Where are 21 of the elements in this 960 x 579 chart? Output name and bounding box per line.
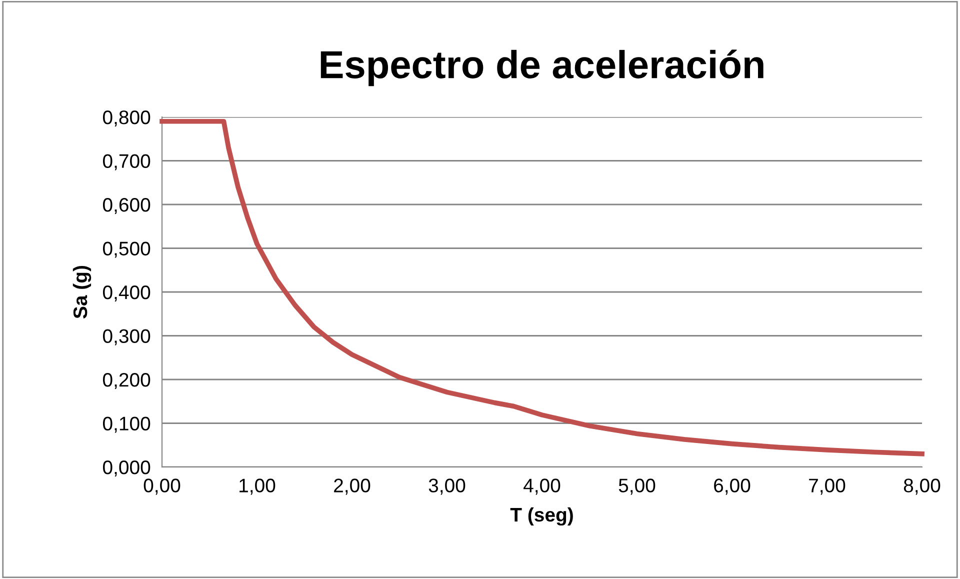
y-tick-label: 0,300 xyxy=(102,329,150,346)
y-axis-title: Sa (g) xyxy=(72,266,92,318)
x-tick-label: 5,00 xyxy=(618,478,656,495)
y-tick-label: 0,400 xyxy=(102,285,150,302)
x-tick-label: 4,00 xyxy=(524,478,560,495)
x-tick-label: 3,00 xyxy=(428,478,466,495)
y-tick-label: 0,600 xyxy=(102,198,150,214)
y-tick-label: 0,700 xyxy=(102,154,150,170)
y-tick-label: 0,500 xyxy=(102,242,150,258)
x-tick-label: 8,00 xyxy=(904,478,940,495)
x-tick-label: 6,00 xyxy=(714,478,750,495)
x-tick-label: 7,00 xyxy=(809,478,846,495)
y-tick-label: 0,000 xyxy=(102,460,150,477)
x-tick-label: 0,00 xyxy=(144,478,180,495)
x-axis-title: T (seg) xyxy=(510,507,573,526)
x-tick-label: 1,00 xyxy=(240,478,276,495)
x-tick-label: 2,00 xyxy=(334,478,370,495)
chart-title: Espectro de aceleración xyxy=(320,50,764,86)
y-tick-label: 0,200 xyxy=(102,372,150,390)
y-tick-label: 0,100 xyxy=(102,416,150,433)
y-tick-label: 0,800 xyxy=(102,110,150,127)
